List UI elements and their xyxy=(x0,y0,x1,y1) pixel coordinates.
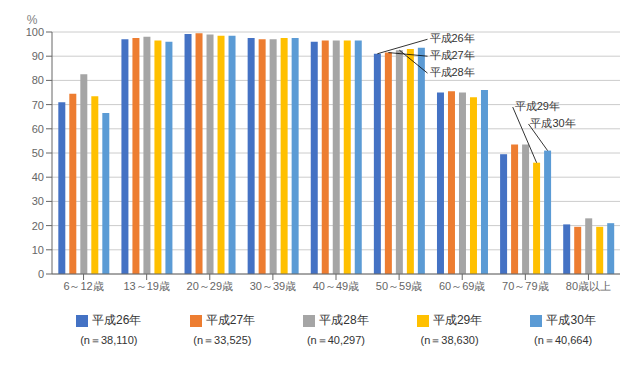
html-text:平成29年: 平成29年 xyxy=(432,313,483,327)
html-text:平成26年: 平成26年 xyxy=(92,313,142,327)
svg-text:40～49歳: 40～49歳 xyxy=(313,280,359,292)
html-text:(n＝38,630): (n＝38,630) xyxy=(420,334,479,346)
svg-text:平成30年: 平成30年 xyxy=(530,117,575,129)
svg-text:%: % xyxy=(27,13,38,27)
svg-text:平成27年: 平成27年 xyxy=(430,49,475,61)
svg-text:70: 70 xyxy=(32,99,44,111)
svg-text:20～29歳: 20～29歳 xyxy=(187,280,233,292)
svg-text:30～39歳: 30～39歳 xyxy=(250,280,296,292)
svg-text:100: 100 xyxy=(26,26,44,38)
html-text:平成27年: 平成27年 xyxy=(205,313,256,327)
html-text:(n＝33,525): (n＝33,525) xyxy=(193,334,252,346)
svg-text:20: 20 xyxy=(32,220,44,232)
svg-text:平成26年: 平成26年 xyxy=(430,32,475,44)
svg-text:70～79歳: 70～79歳 xyxy=(502,280,548,292)
svg-text:60: 60 xyxy=(32,123,44,135)
svg-text:80: 80 xyxy=(32,74,44,86)
html-text:平成30年: 平成30年 xyxy=(546,313,596,327)
svg-text:40: 40 xyxy=(32,171,44,183)
svg-text:平成29年: 平成29年 xyxy=(515,100,560,112)
html-text:(n＝38,110): (n＝38,110) xyxy=(80,334,138,346)
svg-text:0: 0 xyxy=(38,268,44,280)
svg-text:50: 50 xyxy=(32,147,44,159)
svg-text:80歳以上: 80歳以上 xyxy=(566,280,611,292)
svg-text:30: 30 xyxy=(32,195,44,207)
svg-text:平成28年: 平成28年 xyxy=(430,66,475,78)
svg-text:50～59歳: 50～59歳 xyxy=(376,280,422,292)
html-text:平成28年: 平成28年 xyxy=(319,313,369,327)
html-text:(n＝40,297): (n＝40,297) xyxy=(306,334,365,346)
svg-text:10: 10 xyxy=(32,244,44,256)
html-text:(n＝40,664): (n＝40,664) xyxy=(534,334,593,346)
svg-text:90: 90 xyxy=(32,50,44,62)
svg-text:60～69歳: 60～69歳 xyxy=(439,280,485,292)
svg-text:13～19歳: 13～19歳 xyxy=(123,280,169,292)
svg-text:6～12歳: 6～12歳 xyxy=(63,280,103,292)
